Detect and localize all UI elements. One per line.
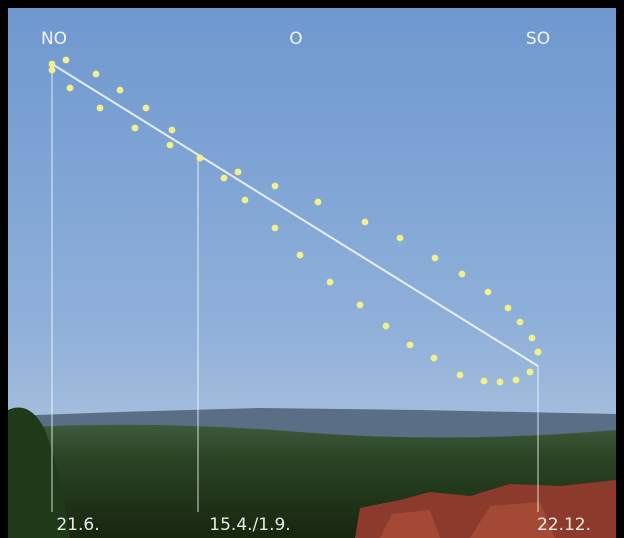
sun-dot xyxy=(315,199,322,206)
sun-dot xyxy=(505,305,512,312)
sun-dot xyxy=(535,349,542,356)
sun-dot xyxy=(485,289,492,296)
sun-dot xyxy=(197,155,204,162)
analemma-photo: NO O SO 21.6. 15.4./1.9. 22.12. xyxy=(0,0,624,538)
sun-dot xyxy=(431,355,438,362)
date-label: 22.12. xyxy=(537,515,591,535)
sun-dot xyxy=(169,127,176,134)
sun-dot xyxy=(327,279,334,286)
sun-dot xyxy=(272,183,279,190)
sun-dot xyxy=(49,61,56,68)
sun-dot xyxy=(167,142,174,149)
sun-dot xyxy=(49,67,56,74)
sun-dot xyxy=(362,219,369,226)
sun-dot xyxy=(527,369,534,376)
sun-dot xyxy=(297,252,304,259)
sun-dot xyxy=(383,323,390,330)
sun-dot xyxy=(529,335,536,342)
date-label: 21.6. xyxy=(56,515,99,535)
direction-label: NO xyxy=(41,29,67,49)
sun-dot xyxy=(513,377,520,384)
sun-dot xyxy=(459,271,466,278)
sun-dot xyxy=(132,125,139,132)
sun-dot xyxy=(242,197,249,204)
sun-dot xyxy=(93,71,100,78)
sun-dot xyxy=(97,105,104,112)
sun-dot xyxy=(117,87,124,94)
sun-dot xyxy=(432,255,439,262)
sun-dot xyxy=(517,319,524,326)
sun-dot xyxy=(221,175,228,182)
sun-dot xyxy=(272,225,279,232)
sun-dot xyxy=(407,342,414,349)
direction-label: O xyxy=(289,29,302,49)
direction-label: SO xyxy=(526,29,550,49)
date-label: 15.4./1.9. xyxy=(209,515,290,535)
sun-dot xyxy=(67,85,74,92)
sun-dot xyxy=(235,169,242,176)
sun-dot xyxy=(397,235,404,242)
sun-dot xyxy=(143,105,150,112)
sun-dot xyxy=(357,302,364,309)
sun-dot xyxy=(497,379,504,386)
sun-dot xyxy=(457,372,464,379)
sun-dot xyxy=(63,57,70,64)
sun-dot xyxy=(481,378,488,385)
